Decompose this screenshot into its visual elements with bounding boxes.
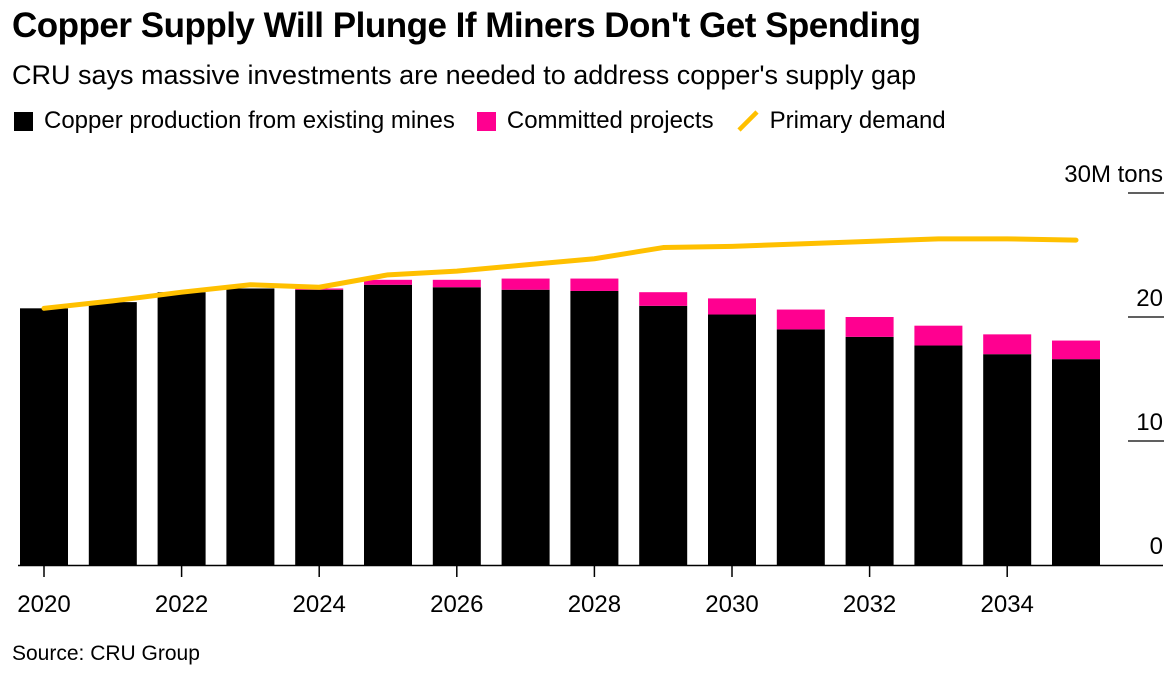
chart-subtitle: CRU says massive investments are needed … xyxy=(12,60,917,90)
x-tick-label-2028: 2028 xyxy=(568,591,621,618)
source-note: Source: CRU Group xyxy=(12,642,200,665)
x-tick-label-2034: 2034 xyxy=(981,591,1034,618)
legend-swatch-existing-mines xyxy=(14,111,33,131)
legend-item-primary-demand: Primary demand xyxy=(736,107,946,135)
bar-existing-mines-2026 xyxy=(432,287,481,565)
bar-committed-projects-2030 xyxy=(708,298,756,315)
legend-label-primary-demand: Primary demand xyxy=(769,107,946,134)
y-tick-label-30: 30M tons xyxy=(1064,161,1163,188)
legend-swatch-committed-projects xyxy=(476,111,496,131)
legend-item-existing-mines: Copper production from existing mines xyxy=(14,107,455,135)
bar-existing-mines-2023 xyxy=(226,288,275,565)
bar-existing-mines-2034 xyxy=(983,354,1032,565)
legend-item-committed-projects: Committed projects xyxy=(476,107,714,135)
bar-committed-projects-2032 xyxy=(845,317,894,337)
bar-committed-projects-2025 xyxy=(364,279,412,285)
x-tick-label-2024: 2024 xyxy=(293,591,346,618)
bar-existing-mines-2032 xyxy=(845,336,894,565)
bar-existing-mines-2031 xyxy=(776,329,825,565)
y-tick-label-20: 20 xyxy=(1136,285,1163,312)
legend-line-icon-primary-demand xyxy=(737,110,759,132)
legend-label-committed-projects: Committed projects xyxy=(506,107,714,134)
chart-title: Copper Supply Will Plunge If Miners Don'… xyxy=(12,6,921,45)
bar-existing-mines-2029 xyxy=(639,305,688,565)
bar-committed-projects-2031 xyxy=(776,309,825,330)
bars-group xyxy=(20,278,1100,565)
bar-existing-mines-2020 xyxy=(20,308,68,565)
y-tick-label-10: 10 xyxy=(1136,409,1163,436)
x-axis: 2020 2022 2024 2026 2028 2030 2032 2034 xyxy=(17,564,1163,618)
bar-committed-projects-2028 xyxy=(570,278,619,291)
bar-existing-mines-2022 xyxy=(157,292,206,565)
y-axis: 0 10 20 30M tons xyxy=(1064,161,1164,560)
bar-committed-projects-2026 xyxy=(432,279,481,288)
bar-committed-projects-2029 xyxy=(639,292,688,306)
bar-committed-projects-2034 xyxy=(983,334,1032,355)
legend: Copper production from existing mines Co… xyxy=(14,107,968,135)
bar-existing-mines-2033 xyxy=(914,345,963,565)
bar-existing-mines-2030 xyxy=(708,314,756,565)
bar-existing-mines-2024 xyxy=(295,289,344,565)
legend-label-existing-mines: Copper production from existing mines xyxy=(44,107,455,134)
line-primary-demand xyxy=(41,236,1079,311)
demand-line-group xyxy=(41,236,1079,311)
x-tick-label-2022: 2022 xyxy=(155,591,208,618)
x-tick-label-2030: 2030 xyxy=(705,591,758,618)
bar-committed-projects-2035 xyxy=(1052,340,1100,360)
bar-existing-mines-2028 xyxy=(570,290,619,565)
bar-existing-mines-2025 xyxy=(364,284,412,565)
bar-committed-projects-2033 xyxy=(914,325,963,346)
x-tick-label-2032: 2032 xyxy=(843,591,896,618)
x-tick-label-2020: 2020 xyxy=(17,591,70,618)
x-tick-label-2026: 2026 xyxy=(430,591,483,618)
bar-existing-mines-2021 xyxy=(88,302,137,565)
bar-committed-projects-2027 xyxy=(501,278,550,290)
bar-existing-mines-2035 xyxy=(1052,359,1100,565)
bar-existing-mines-2027 xyxy=(501,289,550,565)
y-tick-label-0: 0 xyxy=(1150,533,1163,560)
